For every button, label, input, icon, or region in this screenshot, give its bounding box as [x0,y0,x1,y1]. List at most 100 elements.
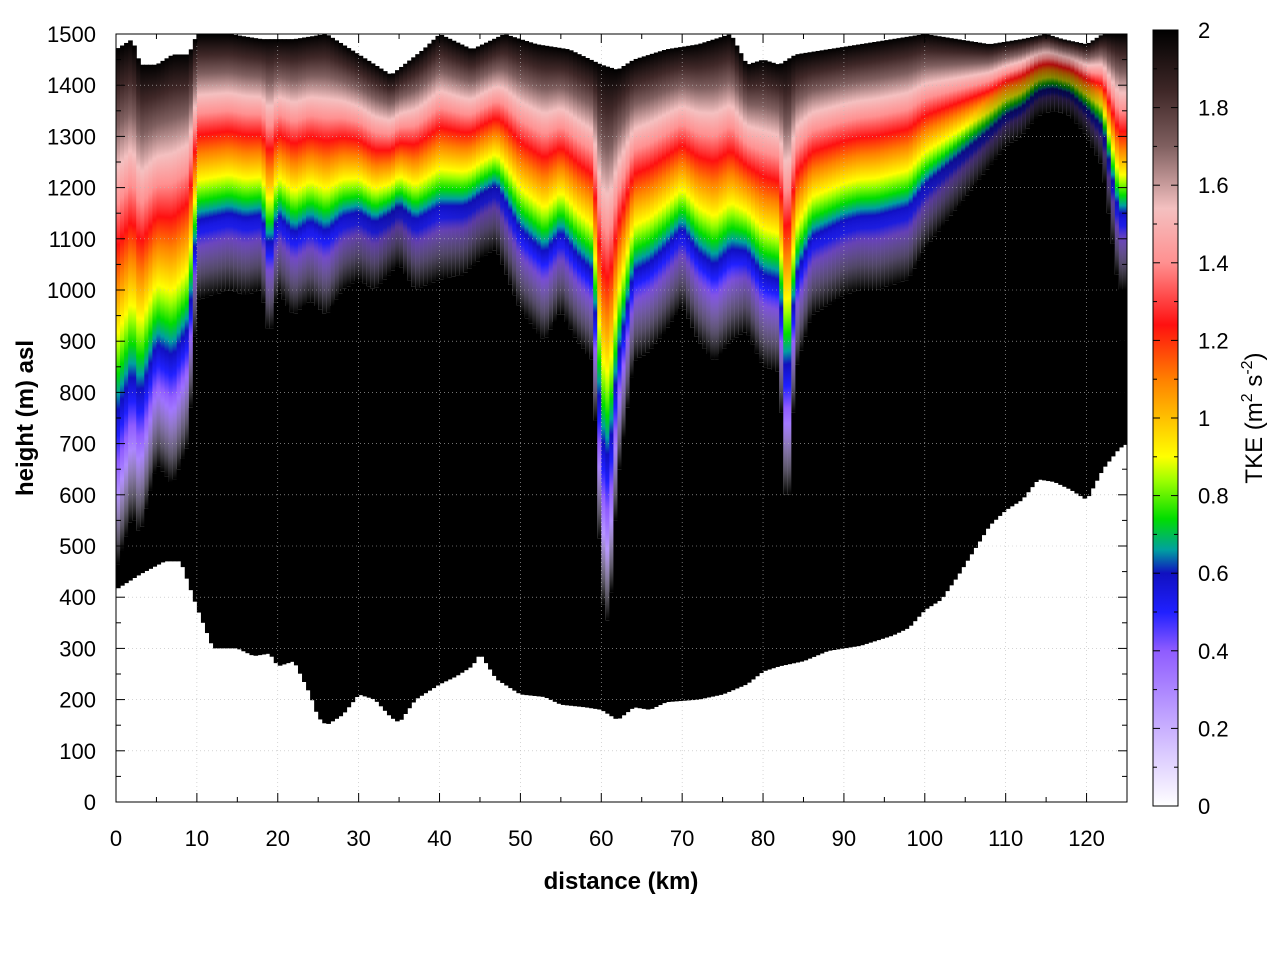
heatmap-core [767,368,772,670]
heatmap-core [811,314,817,657]
heatmap-fade [1074,51,1080,124]
heatmap-fade [160,400,166,472]
heatmap-strip [439,34,445,280]
heatmap-core [516,305,521,694]
heatmap-fade [1118,218,1124,290]
heatmap-fade [455,204,461,276]
heatmap-strip [613,69,619,521]
heatmap-fade [665,256,671,328]
x-tick-label: 100 [906,826,943,851]
heatmap-fade [552,250,558,322]
heatmap-core [164,476,170,562]
colorbar-tick-label: 0.8 [1198,484,1229,509]
heatmap-core [714,359,720,696]
heatmap-core [896,282,902,633]
heatmap-core [330,306,335,722]
heatmap-fade [322,242,327,314]
y-tick-label: 200 [59,688,96,713]
heatmap-core [1025,128,1031,493]
heatmap-fade [819,237,825,310]
heatmap-fade [718,282,724,354]
heatmap-fade [140,455,145,527]
heatmap-strip [427,43,433,285]
heatmap-fade [767,297,772,369]
heatmap-strip [945,37,950,221]
heatmap-core [1094,155,1100,481]
heatmap-core [439,279,445,684]
heatmap-strip [370,63,376,289]
heatmap-fade [884,215,890,287]
heatmap-strip [245,36,251,295]
heatmap-fade [241,222,247,295]
heatmap-core [241,294,247,652]
x-tick-label: 110 [988,826,1023,851]
heatmap-fade [221,220,226,292]
heatmap-fade [993,87,999,160]
heatmap-fade [261,231,267,303]
heatmap-fade [217,221,222,294]
heatmap-core [783,494,788,666]
heatmap-strip [435,35,441,281]
heatmap-core [297,309,303,674]
heatmap-strip [633,58,639,361]
heatmap-core [544,337,550,698]
heatmap-core [467,268,473,668]
heatmap-fade [192,264,198,337]
heatmap-fade [249,221,255,294]
heatmap-strip [338,42,344,294]
heatmap-fade [427,212,433,285]
heatmap-strip [892,38,898,285]
heatmap-core [116,564,121,589]
heatmap-strip [463,46,469,273]
heatmap-fade [500,192,505,265]
heatmap-fade [682,238,687,310]
heatmap-core [172,479,178,562]
heatmap-fade [366,214,372,287]
heatmap-strip [310,36,315,303]
heatmap-core [124,536,129,584]
heatmap-core [1029,123,1035,488]
y-tick-label: 500 [59,534,96,559]
heatmap-core [443,278,449,682]
heatmap-core [665,327,671,702]
heatmap-strip [120,45,125,551]
heatmap-fade [985,98,991,170]
heatmap-core [953,210,958,580]
heatmap-fade [714,287,720,360]
heatmap-fade [536,261,542,334]
x-axis-title: distance (km) [544,868,699,895]
heatmap-fade [888,213,894,286]
heatmap-field [116,34,1127,724]
heatmap-strip [957,39,962,206]
heatmap-strip [795,54,801,365]
heatmap-fade [564,250,570,322]
heatmap-fade [686,247,691,319]
heatmap-strip [382,71,388,280]
heatmap-core [447,277,453,680]
heatmap-core [289,312,295,662]
heatmap-strip [415,54,420,290]
heatmap-fade [350,211,356,284]
heatmap-core [989,164,995,524]
heatmap-strip [767,61,772,369]
heatmap-fade [204,225,210,298]
heatmap-fade [949,144,954,216]
y-tick-label: 600 [59,483,96,508]
heatmap-core [419,287,424,696]
colorbar-tick-label: 1 [1198,406,1210,431]
heatmap-core [552,322,558,702]
heatmap-strip [860,43,865,290]
heatmap-strip [302,37,307,307]
heatmap-fade [945,149,950,221]
heatmap-fade [386,203,392,276]
heatmap-strip [386,73,392,276]
heatmap-core [459,275,465,673]
heatmap-strip [451,40,457,277]
heatmap-strip [852,45,857,292]
heatmap-fade [581,277,586,349]
heatmap-core [346,286,352,708]
heatmap-fade [597,466,602,539]
heatmap-fade [977,108,983,180]
heatmap-strip [192,39,198,337]
heatmap-core [568,329,574,706]
